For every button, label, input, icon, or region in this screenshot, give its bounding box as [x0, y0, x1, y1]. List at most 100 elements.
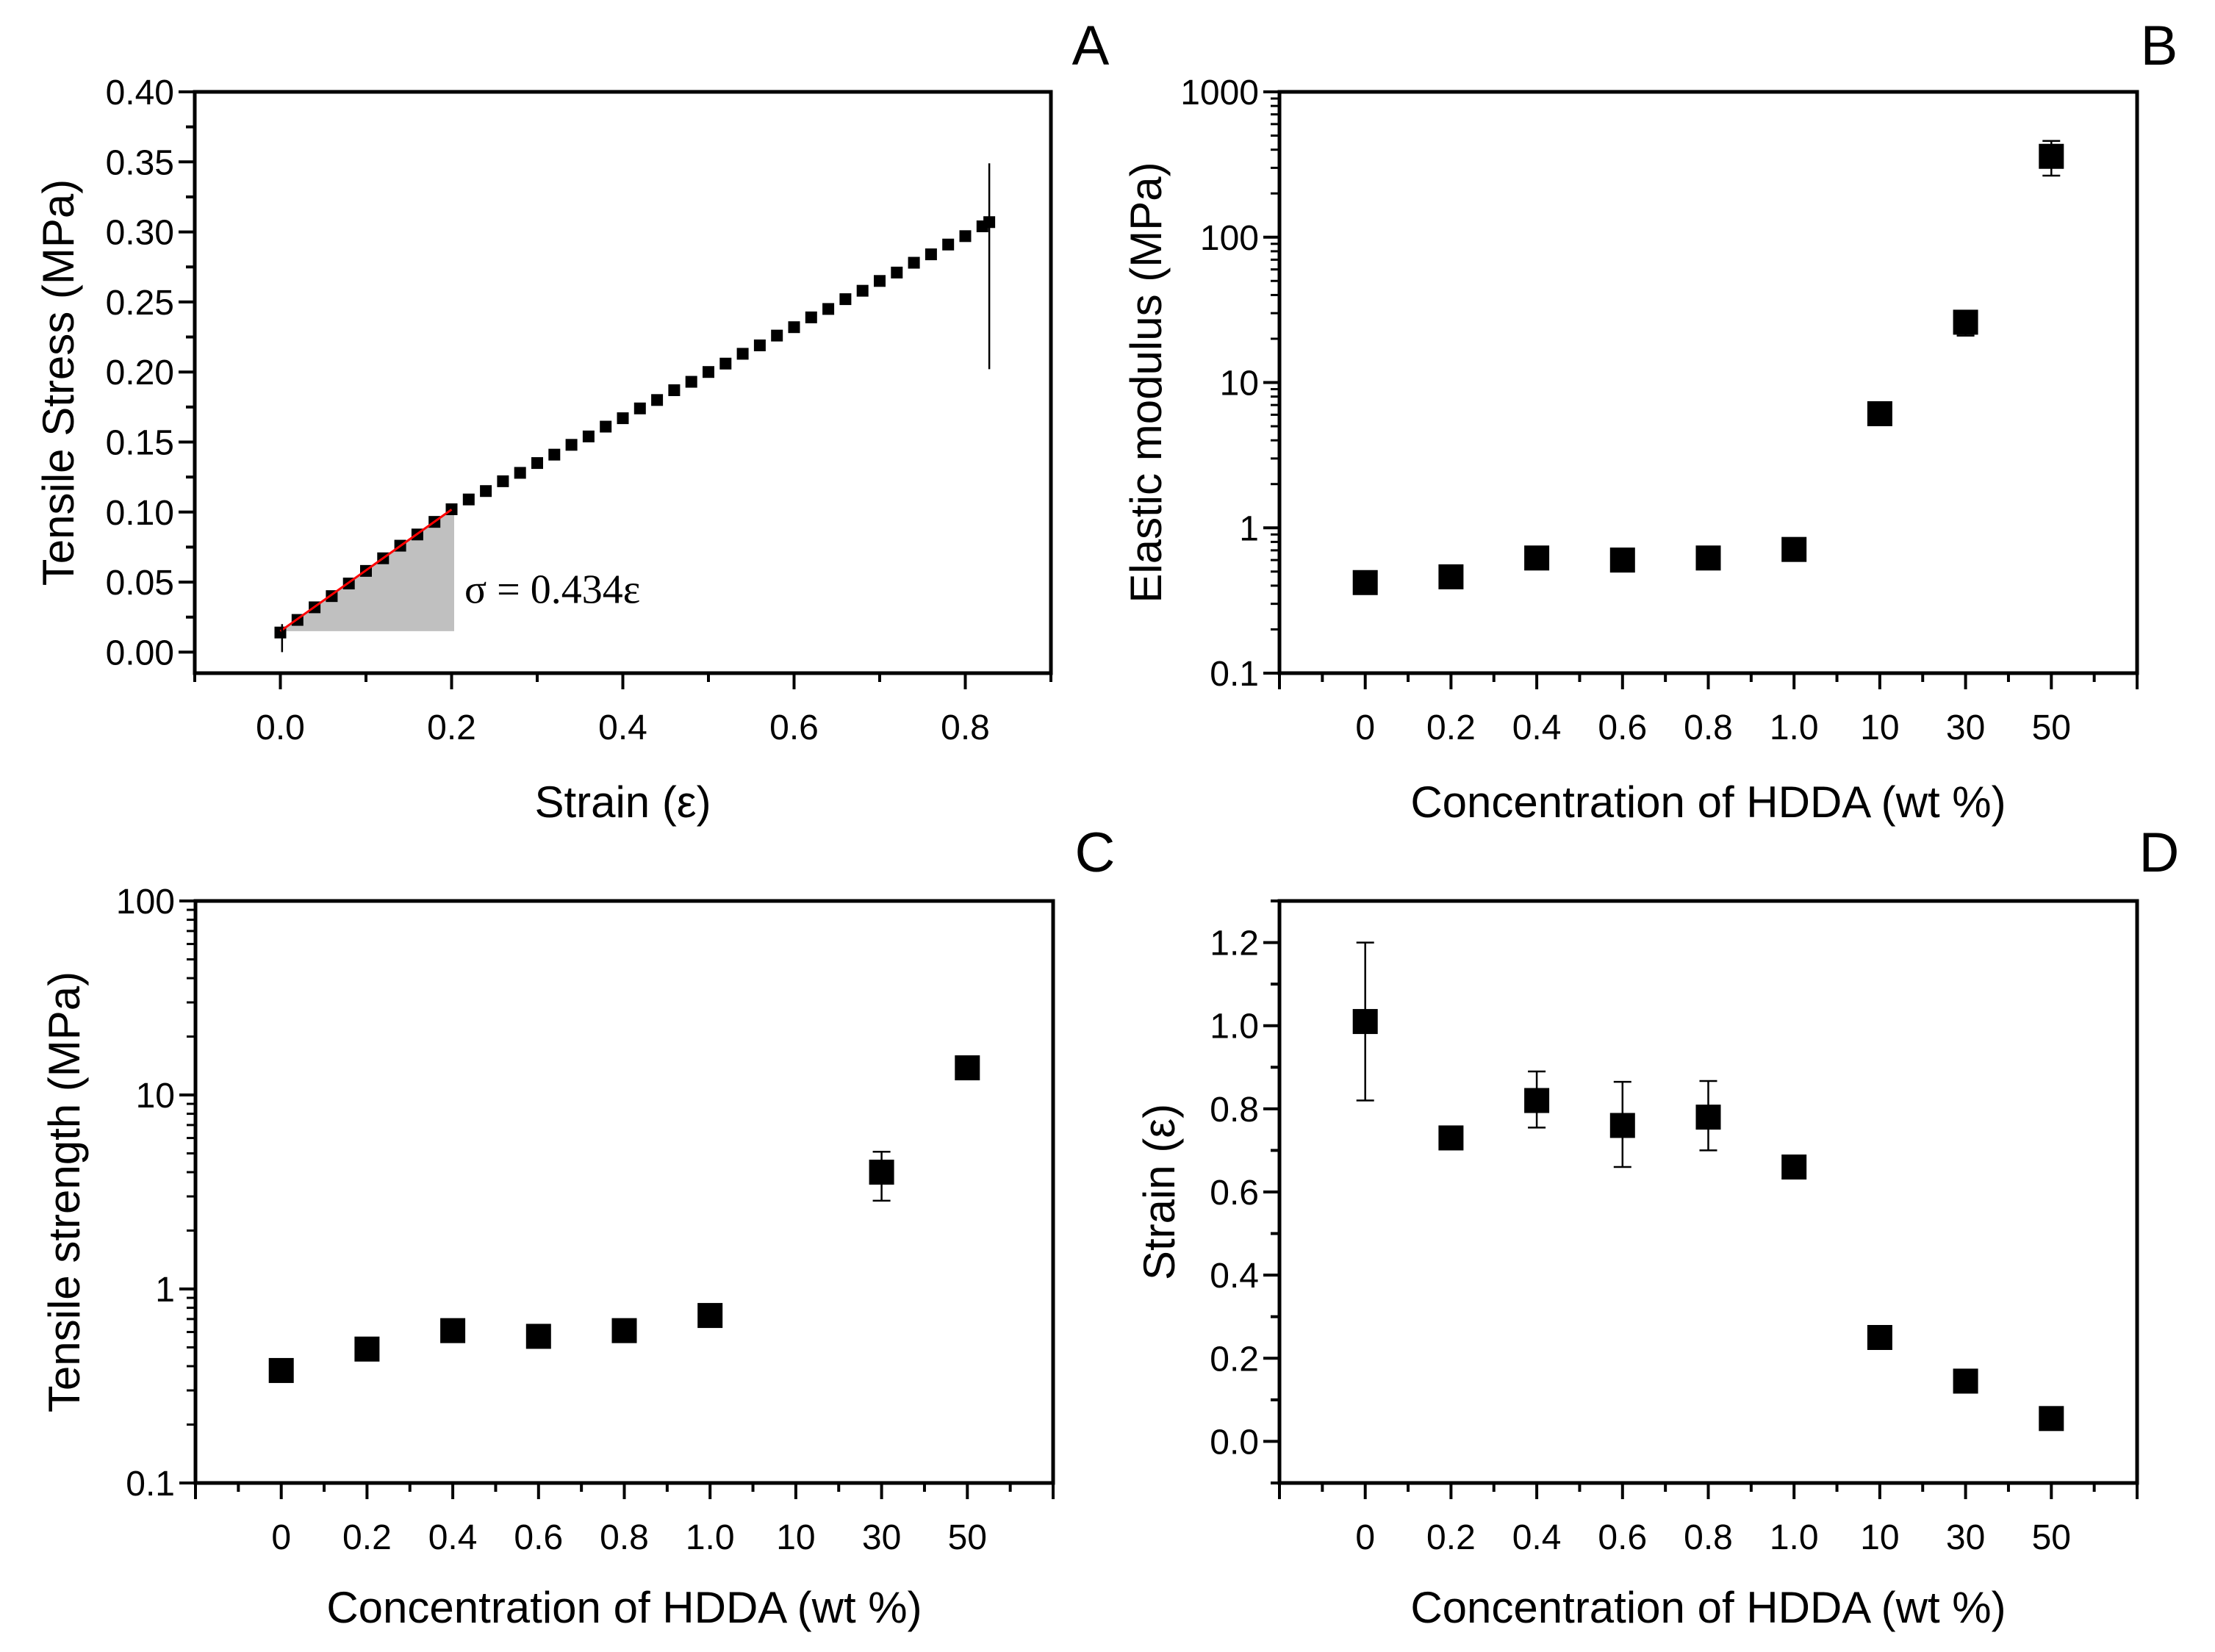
panel-a: 0.0 0.2 0.4 0.6 0.8 0.00 0.05 0.10 0.15 0.20 0.25 0…: [34, 15, 1110, 827]
data-point: [600, 420, 612, 433]
x-tick-label: 30: [862, 1518, 901, 1557]
y-tick-label: 1: [1239, 509, 1259, 548]
linear-fit-line: [279, 509, 453, 633]
data-point: [1438, 564, 1464, 589]
data-point: [1609, 1113, 1635, 1138]
data-point: [736, 348, 749, 360]
data-point: [1781, 1154, 1807, 1180]
data-point: [1695, 1105, 1721, 1130]
data-point: [856, 284, 869, 297]
plot-frame: [1277, 899, 2139, 1485]
x-tick-label: 0: [1355, 708, 1375, 747]
data-point: [1867, 401, 1892, 426]
data-point: [2039, 143, 2064, 169]
data-point: [942, 238, 955, 251]
y-axis-title: Tensile Stress (MPa): [34, 179, 83, 586]
panel-b: 0 0.2 0.4 0.6 0.8 1.0 10 30 50 0.1 1 10 100 1000 Conce…: [1121, 15, 2178, 827]
x-tick-label: 0.8: [1684, 708, 1733, 747]
y-axis-title: Strain (ε): [1135, 1104, 1184, 1280]
y-tick-label: 0.30: [106, 214, 174, 253]
x-axis-title: Concentration of HDDA (wt %): [326, 1583, 922, 1632]
y-tick-label: 100: [116, 883, 175, 922]
data-point: [1867, 1325, 1892, 1350]
y-tick-label: 1: [155, 1271, 175, 1310]
y-tick-label: 0.6: [1210, 1174, 1259, 1213]
x-axis-title: Concentration of HDDA (wt %): [1410, 777, 2006, 827]
x-tick-label: 0.2: [1426, 1518, 1476, 1557]
x-tick-label: 10: [1860, 708, 1899, 747]
data-point: [697, 1303, 723, 1329]
x-tick-label: 0.2: [342, 1518, 392, 1557]
x-tick-label: 50: [948, 1518, 987, 1557]
y-tick-label: 0.40: [106, 73, 174, 112]
panel-letter: B: [2141, 15, 2178, 77]
x-tick-label: 10: [1860, 1518, 1899, 1557]
data-point: [1953, 309, 1978, 335]
data-point: [1609, 547, 1635, 573]
data-point: [354, 1336, 380, 1362]
data-point: [839, 293, 852, 306]
x-tick-label: 50: [2032, 1518, 2071, 1557]
data-point: [685, 376, 697, 388]
data-point: [1695, 545, 1721, 571]
data-point: [480, 485, 492, 498]
x-tick-label: 50: [2032, 708, 2071, 747]
data-point: [531, 457, 543, 470]
data-point: [440, 1318, 466, 1343]
y-tick-label: 10: [136, 1077, 175, 1116]
x-tick-label: 0.6: [514, 1518, 563, 1557]
y-tick-label: 0.1: [1210, 655, 1259, 694]
panel-letter: D: [2139, 822, 2180, 884]
x-tick-label: 0.8: [1684, 1518, 1733, 1557]
data-point: [462, 493, 475, 506]
data-point: [565, 439, 578, 451]
x-tick-label: 10: [776, 1518, 815, 1557]
x-tick-label: 0.8: [941, 708, 990, 747]
x-tick-label: 0.4: [1512, 1518, 1562, 1557]
panel-letter: C: [1075, 822, 1116, 884]
y-tick-label: 100: [1200, 219, 1259, 258]
y-tick-label: 0.8: [1210, 1091, 1259, 1130]
y-tick-label: 1.2: [1210, 924, 1259, 963]
x-tick-label: 0.6: [769, 708, 819, 747]
data-point: [955, 1055, 980, 1081]
y-tick-label: 0.25: [106, 284, 174, 323]
data-point: [633, 402, 646, 414]
y-axis-title: Elastic modulus (MPa): [1121, 162, 1171, 603]
data-point: [548, 448, 561, 461]
y-tick-label: 0.15: [106, 424, 174, 463]
x-tick-label: 0.8: [600, 1518, 649, 1557]
x-tick-label: 1.0: [1770, 1518, 1819, 1557]
y-tick-label: 0.05: [106, 564, 174, 603]
data-point: [869, 1160, 894, 1185]
x-tick-label: 0.4: [428, 1518, 478, 1557]
y-tick-label: 0.1: [126, 1465, 175, 1504]
y-tick-label: 0.35: [106, 143, 174, 182]
x-tick-label: 0.2: [1426, 708, 1476, 747]
data-point: [703, 366, 714, 378]
y-tick-label: 0.0: [1210, 1423, 1259, 1462]
y-tick-label: 1000: [1180, 73, 1259, 112]
data-point: [582, 430, 595, 442]
fit-equation: σ = 0.434ε: [464, 567, 640, 613]
x-tick-label: 1.0: [1770, 708, 1819, 747]
x-tick-label: 0: [1355, 1518, 1375, 1557]
data-point: [668, 384, 681, 396]
data-point: [1781, 536, 1807, 562]
data-point: [805, 311, 817, 323]
x-tick-label: 0.6: [1598, 708, 1647, 747]
data-point: [1524, 545, 1550, 571]
x-tick-label: 30: [1946, 1518, 1985, 1557]
x-tick-label: 1.0: [686, 1518, 735, 1557]
data-point: [1953, 1368, 1978, 1394]
data-point: [925, 248, 937, 261]
data-point: [617, 412, 629, 425]
data-point: [891, 266, 903, 279]
data-point: [1352, 1009, 1378, 1035]
data-point: [753, 339, 766, 351]
data-point: [874, 275, 886, 287]
data-point: [268, 1357, 294, 1383]
data-point: [908, 256, 920, 269]
data-point: [719, 357, 732, 370]
x-tick-label: 0.2: [427, 708, 476, 747]
